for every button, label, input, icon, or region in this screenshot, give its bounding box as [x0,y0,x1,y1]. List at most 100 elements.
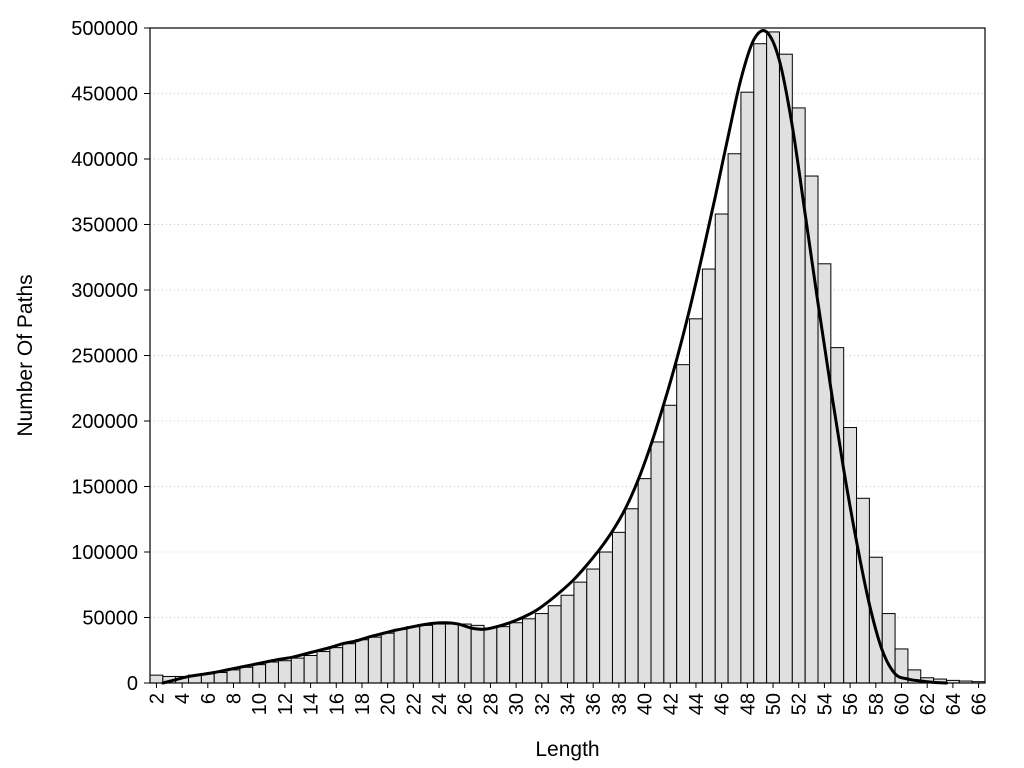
x-tick-label: 44 [686,693,708,715]
bar [740,91,755,684]
y-axis-ticks: 0 50000 100000 150000 200000 250000 300000 3500… [71,18,150,695]
x-tick-label: 18 [352,693,374,715]
bar [342,643,357,684]
bar [547,605,562,684]
x-tick-label: 62 [917,693,939,715]
bar [573,581,588,684]
x-tick-label: 24 [429,693,451,715]
bar [624,508,639,684]
x-tick-label: 64 [943,693,965,715]
bar [277,660,292,684]
x-tick-label: 20 [378,693,400,715]
trend-curve [161,29,948,685]
bar [534,613,549,684]
bar [843,427,858,684]
bar [817,263,832,684]
y-tick-label: 150000 [71,477,138,499]
bar [239,666,254,684]
x-axis-title: Length [535,738,599,761]
bar [650,441,665,684]
x-tick-label: 54 [814,693,836,715]
bar [496,626,511,684]
bar [393,628,408,684]
y-tick-label: 200000 [71,411,138,433]
bar [470,624,485,684]
x-tick-label: 40 [635,693,657,715]
bars [149,31,986,684]
x-tick-label: 32 [532,693,554,715]
bar [406,626,421,684]
x-tick-label: 2 [146,693,168,704]
x-tick-label: 52 [789,693,811,715]
bar [367,636,382,684]
x-tick-label: 58 [866,693,888,715]
y-tick-label: 400000 [71,149,138,171]
y-tick-label: 500000 [71,18,138,40]
x-tick-label: 26 [455,693,477,715]
bar [727,153,742,684]
x-tick-label: 16 [326,693,348,715]
bar [637,478,652,684]
bar [213,672,228,684]
bar [766,31,780,684]
bar [599,551,613,684]
x-tick-label: 38 [609,693,631,715]
x-tick-label: 42 [660,693,682,715]
bar [316,651,331,684]
x-tick-label: 22 [403,693,425,715]
y-tick-label: 300000 [71,280,138,302]
bar [329,647,344,684]
bar [290,657,305,684]
bar [419,624,434,684]
bar [586,568,601,684]
x-tick-label: 28 [480,693,502,715]
bar [753,43,768,684]
x-axis-ticks: 2 4 6 8 10 12 14 16 18 20 22 24 26 28 30 32 34 36 38 40 42 44… [146,683,991,715]
bar [432,623,446,684]
y-tick-label: 100000 [71,542,138,564]
x-tick-label: 14 [301,693,323,715]
bar [265,661,279,684]
x-tick-label: 48 [737,693,759,715]
bar [689,318,703,684]
x-tick-label: 34 [558,693,580,715]
bar [522,618,536,684]
bar [778,53,793,684]
bar [509,622,524,684]
bar [380,632,395,684]
x-tick-label: 6 [198,693,220,704]
x-tick-label: 46 [712,693,734,715]
x-tick-label: 30 [506,693,528,715]
x-tick-label: 60 [892,693,914,715]
x-tick-label: 8 [224,693,246,704]
y-tick-label: 450000 [71,84,138,106]
y-tick-label: 0 [127,673,138,695]
x-tick-label: 36 [583,693,605,715]
bar [676,364,691,684]
bar [483,627,498,684]
bar [701,268,716,684]
bar [611,531,626,684]
y-tick-label: 350000 [71,215,138,237]
x-tick-label: 12 [275,693,297,715]
x-tick-label: 4 [172,693,194,704]
bar [226,669,241,684]
bar [663,404,678,684]
y-tick-label: 50000 [82,608,138,630]
y-axis-title: Number Of Paths [14,274,37,436]
bar [149,674,164,684]
bar [868,556,883,684]
x-tick-label: 10 [249,693,271,715]
bar [457,623,472,684]
x-tick-label: 66 [969,693,991,715]
x-tick-label: 50 [763,693,785,715]
y-tick-label: 250000 [71,346,138,368]
bar [303,654,318,684]
x-tick-label: 56 [840,693,862,715]
bar [560,594,575,684]
bar [444,623,459,684]
bar [355,639,369,684]
bar [714,213,729,684]
